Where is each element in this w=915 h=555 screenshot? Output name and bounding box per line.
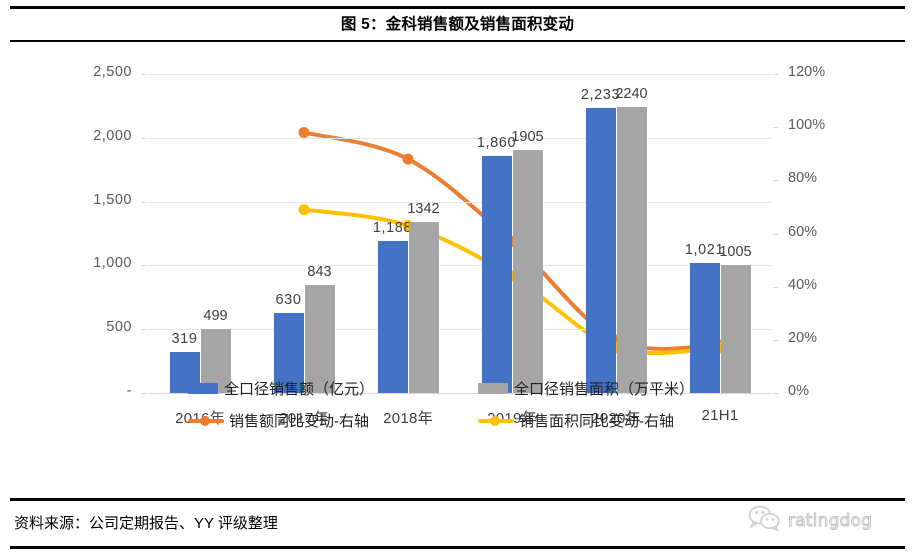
- bar: [512, 149, 543, 393]
- category-label: 21H1: [701, 407, 739, 424]
- figure-title: 图 5：金科销售额及销售面积变动: [340, 16, 575, 33]
- bar-value-label: 1005: [719, 243, 752, 260]
- left-axis-tick-label: 2,500: [93, 64, 132, 80]
- right-tick-mark: [773, 339, 778, 341]
- line-series-marker: [402, 153, 414, 165]
- footer-rule-bottom: [10, 546, 905, 549]
- right-tick-mark: [773, 286, 778, 288]
- source-note: 资料来源：公司定期报告、YY 评级整理: [14, 515, 278, 532]
- legend-label: 全口径销售面积（万平米）: [514, 381, 695, 398]
- left-tick-mark: [142, 393, 147, 394]
- bar: [585, 108, 616, 393]
- chart-legend: 全口径销售额（亿元） 全口径销售面积（万平米） 销售额同比变动-右轴 销售面积同比变…: [148, 378, 772, 440]
- left-axis-tick-label: 1,500: [93, 191, 132, 208]
- category-label: 2017年: [279, 410, 329, 427]
- gridline: [148, 137, 772, 139]
- left-tick-mark: [142, 201, 147, 203]
- gridline: [148, 329, 772, 331]
- right-axis-tick-label: 60%: [788, 223, 818, 240]
- right-axis-tick-label: 20%: [788, 329, 818, 346]
- legend-swatch-icon: [188, 383, 218, 394]
- left-tick-mark: [142, 265, 147, 267]
- bar: [377, 241, 408, 393]
- bar-value-label: 1905: [511, 128, 544, 145]
- bar: [200, 329, 231, 393]
- bar-value-label: 1,021: [684, 241, 725, 258]
- legend-sales-area[interactable]: 全口径销售面积（万平米）: [478, 378, 694, 399]
- bar-value-label: 630: [275, 291, 302, 308]
- right-axis-tick-label: 100%: [788, 117, 826, 134]
- title-rule-bottom: [10, 40, 905, 42]
- bar-value-label: 1,188: [372, 220, 413, 237]
- line-series-marker: [298, 126, 310, 138]
- gridline: [148, 393, 772, 394]
- bar-value-label: 319: [171, 331, 198, 348]
- bar: [408, 221, 439, 393]
- gridline: [148, 74, 772, 75]
- right-axis-tick-label: 120%: [788, 64, 826, 80]
- legend-line-icon: [188, 415, 224, 427]
- left-axis-tick-label: 2,000: [93, 127, 132, 144]
- right-tick-mark: [773, 180, 778, 182]
- bar: [304, 285, 335, 393]
- legend-label: 销售面积同比变动-右轴: [519, 413, 674, 430]
- legend-label: 全口径销售额（亿元）: [224, 381, 375, 398]
- right-axis-tick-label: 0%: [788, 383, 809, 399]
- bar-value-label: 2240: [615, 86, 648, 103]
- bar-value-label: 1342: [407, 200, 440, 217]
- legend-row-bars: 全口径销售额（亿元） 全口径销售面积（万平米）: [148, 378, 772, 404]
- right-tick-mark: [773, 127, 778, 129]
- title-rule-top: [10, 6, 905, 9]
- bar: [616, 107, 647, 393]
- category-label: 2020年: [591, 410, 641, 427]
- legend-sales-amount-yoy[interactable]: 销售额同比变动-右轴: [188, 410, 369, 431]
- line-series-marker: [298, 204, 310, 216]
- gridline: [148, 201, 772, 203]
- left-axis-tick-label: 500: [106, 319, 132, 336]
- gridline: [148, 265, 772, 267]
- footer-rule-top: [10, 498, 905, 501]
- legend-sales-area-yoy[interactable]: 销售面积同比变动-右轴: [478, 410, 674, 431]
- right-tick-mark: [773, 74, 778, 75]
- bar-value-label: 2,233: [580, 87, 621, 104]
- right-tick-mark: [773, 233, 778, 235]
- bar-value-label: 499: [203, 308, 228, 325]
- legend-label: 销售额同比变动-右轴: [229, 413, 369, 430]
- left-axis-tick-label: -: [126, 383, 132, 399]
- chart-area: 319 630 1,188 1,860 2,233 1,021 499 843 1342 1905…: [0, 46, 915, 486]
- bar-value-label: 843: [307, 264, 332, 281]
- right-tick-mark: [773, 393, 778, 394]
- line-series-layer: [298, 126, 726, 356]
- legend-line-icon: [478, 415, 514, 427]
- plot-area: 319 630 1,188 1,860 2,233 1,021 499 843 1342 1905…: [142, 74, 778, 394]
- right-axis-tick-label: 80%: [788, 170, 818, 187]
- left-tick-mark: [142, 329, 147, 331]
- bar: [720, 264, 751, 393]
- bar: [689, 262, 720, 393]
- watermark: ratingdog: [748, 505, 872, 536]
- left-axis-tick-label: 1,000: [93, 255, 132, 272]
- left-tick-mark: [142, 74, 147, 75]
- wechat-icon: [748, 505, 784, 536]
- bar-value-label: 1,860: [476, 134, 517, 151]
- bar: [273, 312, 304, 393]
- category-label: 2016年: [148, 407, 252, 428]
- legend-row-lines: 销售额同比变动-右轴 销售面积同比变动-右轴: [148, 410, 772, 436]
- bar: [481, 155, 512, 393]
- left-tick-mark: [142, 137, 147, 139]
- category-label: 2018年: [383, 410, 433, 427]
- watermark-label: ratingdog: [788, 510, 873, 531]
- legend-sales-amount[interactable]: 全口径销售额（亿元）: [188, 378, 374, 399]
- right-axis-tick-label: 40%: [788, 276, 818, 293]
- legend-swatch-icon: [478, 383, 508, 394]
